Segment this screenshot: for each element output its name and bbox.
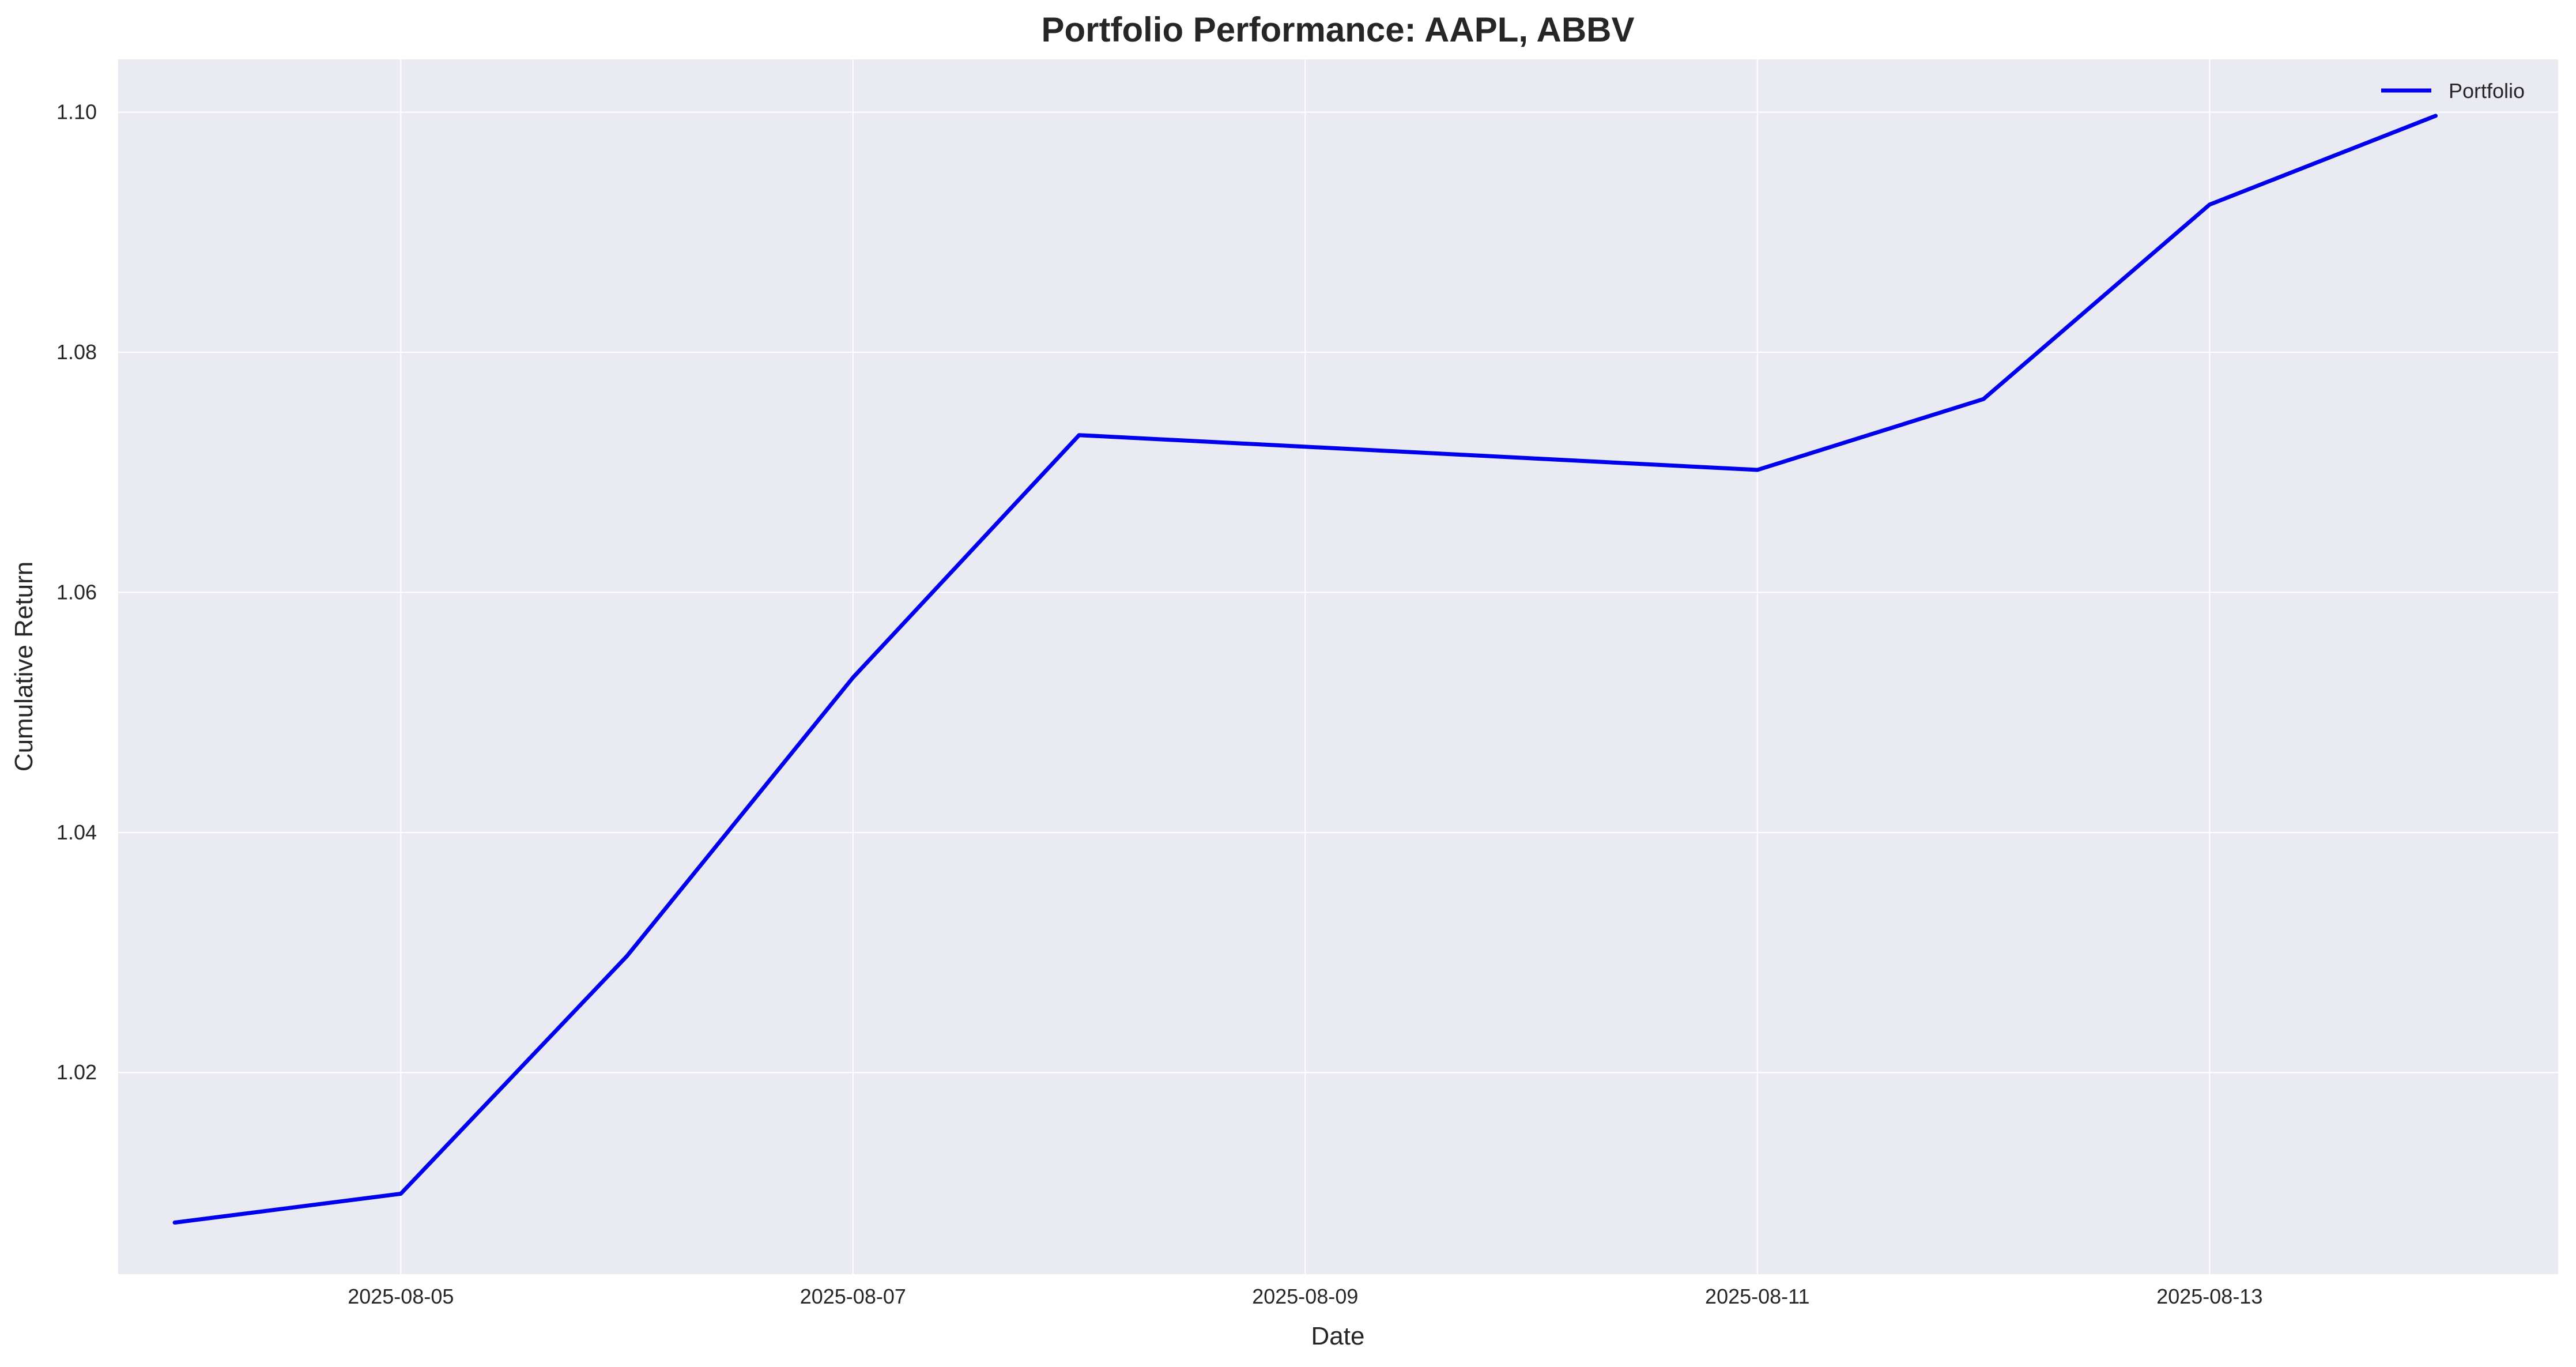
plot-area bbox=[118, 59, 2558, 1274]
y-axis-ticks: 1.02 1.04 1.06 1.08 1.10 bbox=[56, 100, 97, 1084]
y-tick-label: 1.02 bbox=[56, 1060, 97, 1084]
x-axis-label: Date bbox=[1311, 1322, 1365, 1350]
x-tick-label: 2025-08-05 bbox=[348, 1285, 454, 1308]
x-tick-label: 2025-08-11 bbox=[1705, 1285, 1809, 1308]
x-tick-label: 2025-08-09 bbox=[1252, 1285, 1358, 1308]
y-tick-label: 1.08 bbox=[56, 340, 97, 364]
legend: Portfolio bbox=[2381, 79, 2525, 103]
series-line-portfolio bbox=[172, 114, 2438, 1225]
x-axis-ticks: 2025-08-05 2025-08-07 2025-08-09 2025-08-11… bbox=[348, 1285, 2262, 1308]
y-tick-label: 1.04 bbox=[56, 820, 97, 844]
chart-title: Portfolio Performance: AAPL, ABBV bbox=[1042, 10, 1635, 49]
y-tick-label: 1.10 bbox=[56, 100, 97, 124]
x-tick-label: 2025-08-07 bbox=[800, 1285, 906, 1308]
legend-label-portfolio: Portfolio bbox=[2449, 79, 2525, 103]
series-layer bbox=[172, 114, 2438, 1225]
y-tick-label: 1.06 bbox=[56, 580, 97, 604]
y-axis-label: Cumulative Return bbox=[10, 562, 38, 771]
x-tick-label: 2025-08-13 bbox=[2156, 1285, 2262, 1308]
grid bbox=[118, 59, 2558, 1274]
